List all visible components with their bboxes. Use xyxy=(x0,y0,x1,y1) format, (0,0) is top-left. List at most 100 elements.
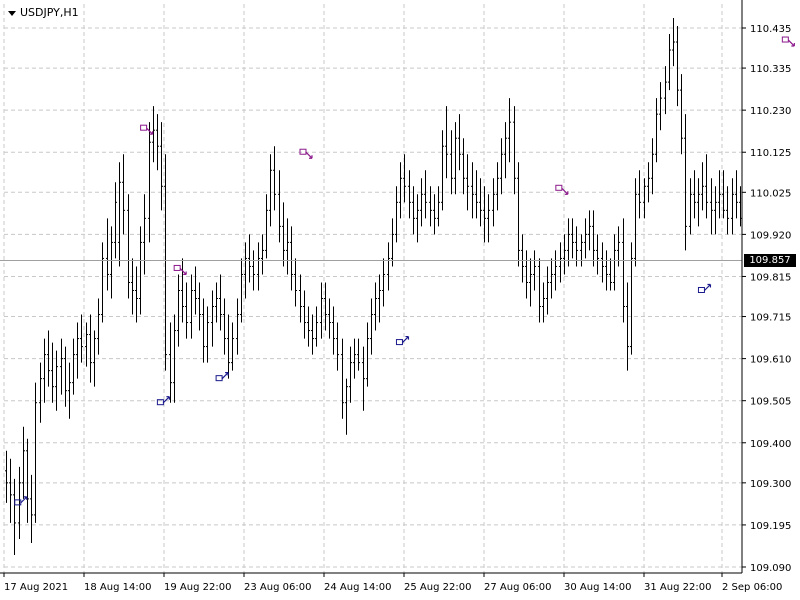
signal-arrow xyxy=(787,39,795,47)
ohlc-bar xyxy=(601,242,604,283)
y-tick-label: 110.125 xyxy=(750,148,791,159)
y-tick-label: 109.400 xyxy=(750,439,791,450)
ohlc-bar xyxy=(294,258,297,307)
ohlc-bar xyxy=(517,162,520,267)
ohlc-bar xyxy=(433,194,436,235)
ohlc-bar xyxy=(655,98,658,163)
ohlc-bar xyxy=(471,162,474,219)
buy-signal-arrow xyxy=(156,396,170,406)
ohlc-bar xyxy=(588,210,591,251)
ohlc-bar xyxy=(39,362,42,423)
signal-box xyxy=(781,36,789,43)
x-tick-label: 19 Aug 22:00 xyxy=(164,582,231,593)
ohlc-bar xyxy=(311,314,314,355)
ohlc-bar xyxy=(609,258,612,291)
ohlc-bar xyxy=(261,234,264,275)
y-tick-label: 109.815 xyxy=(750,272,791,283)
ohlc-bar xyxy=(458,114,461,171)
x-tick-label: 17 Aug 2021 xyxy=(4,582,68,593)
ohlc-bar xyxy=(529,258,532,307)
signal-box xyxy=(215,375,223,382)
signal-box xyxy=(395,339,403,346)
ohlc-bar xyxy=(131,258,134,315)
ohlc-bar xyxy=(454,122,457,195)
x-tick-label: 27 Aug 06:00 xyxy=(484,582,551,593)
ohlc-bar xyxy=(550,258,553,299)
ohlc-bar xyxy=(592,210,595,267)
signal-box xyxy=(299,148,307,155)
ohlc-bar xyxy=(714,186,717,235)
ohlc-bar xyxy=(290,226,293,291)
ohlc-bar xyxy=(265,194,268,259)
ohlc-bar xyxy=(521,234,524,283)
ohlc-bar xyxy=(173,314,176,403)
ohlc-bar xyxy=(240,258,243,323)
ohlc-bar xyxy=(110,226,113,299)
ohlc-bar xyxy=(487,194,490,243)
ohlc-bar xyxy=(315,306,318,347)
ohlc-bar xyxy=(286,218,289,275)
ohlc-bar xyxy=(5,450,8,503)
ohlc-bar xyxy=(64,346,67,407)
ohlc-bar xyxy=(622,218,625,323)
ohlc-bar xyxy=(647,162,650,203)
ohlc-bar xyxy=(97,298,100,355)
ohlc-bar xyxy=(26,438,29,523)
ohlc-bar xyxy=(143,194,146,275)
ohlc-bar xyxy=(705,154,708,219)
y-tick-label: 109.715 xyxy=(750,313,791,324)
ohlc-bar xyxy=(278,170,281,243)
ohlc-bar xyxy=(353,338,356,379)
ohlc-bar xyxy=(580,234,583,267)
ohlc-bar xyxy=(382,258,385,307)
ohlc-bar xyxy=(206,306,209,363)
ohlc-bar xyxy=(85,322,88,367)
ohlc-bar xyxy=(248,234,251,283)
ohlc-bar xyxy=(710,178,713,235)
x-tick-label: 18 Aug 14:00 xyxy=(84,582,151,593)
ohlc-bar xyxy=(697,178,700,227)
ohlc-bar xyxy=(403,154,406,203)
ohlc-bar xyxy=(659,82,662,131)
ohlc-bar xyxy=(202,298,205,363)
ohlc-bar xyxy=(43,338,46,403)
ohlc-bar xyxy=(215,282,218,323)
ohlc-bar xyxy=(273,146,276,211)
ohlc-bar xyxy=(584,218,587,259)
ohlc-bar xyxy=(424,170,427,219)
price-bars xyxy=(5,17,742,555)
ohlc-bar xyxy=(387,242,390,291)
current-price-tag: 109.857 xyxy=(744,254,796,267)
dropdown-triangle-icon xyxy=(8,10,16,16)
ohlc-bar xyxy=(257,242,260,291)
x-tick-label: 24 Aug 14:00 xyxy=(324,582,391,593)
signal-arrow xyxy=(221,372,229,380)
ohlc-bar xyxy=(726,186,729,235)
ohlc-bar xyxy=(194,266,197,315)
ohlc-bar xyxy=(160,122,163,211)
signal-box xyxy=(555,184,563,191)
ohlc-bar xyxy=(525,250,528,299)
ohlc-bar xyxy=(680,74,683,155)
symbol-selector[interactable]: USDJPY,H1 xyxy=(8,6,79,19)
ohlc-bar xyxy=(60,338,63,395)
x-tick-label: 31 Aug 22:00 xyxy=(644,582,711,593)
signal-arrow xyxy=(704,283,712,291)
ohlc-bar xyxy=(185,282,188,339)
ohlc-bar xyxy=(651,138,654,195)
buy-signal-arrow xyxy=(395,335,410,346)
ohlc-bar xyxy=(198,282,201,331)
x-tick-label: 23 Aug 06:00 xyxy=(244,582,311,593)
sell-signal-arrow xyxy=(173,264,187,276)
ohlc-bar xyxy=(80,314,83,363)
ohlc-bar xyxy=(668,34,671,91)
ohlc-bar xyxy=(391,218,394,267)
ohlc-bar xyxy=(554,250,557,291)
ohlc-bar xyxy=(672,17,675,67)
signal-arrow xyxy=(305,151,313,159)
ohlc-bar xyxy=(89,314,92,383)
signal-arrow xyxy=(20,496,28,504)
ohlc-bar xyxy=(378,274,381,323)
ohlc-bar xyxy=(634,178,637,267)
